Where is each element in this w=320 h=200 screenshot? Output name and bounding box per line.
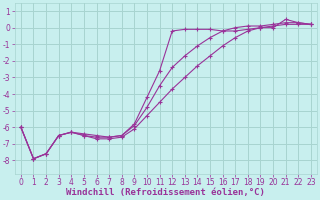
X-axis label: Windchill (Refroidissement éolien,°C): Windchill (Refroidissement éolien,°C) [67, 188, 265, 197]
